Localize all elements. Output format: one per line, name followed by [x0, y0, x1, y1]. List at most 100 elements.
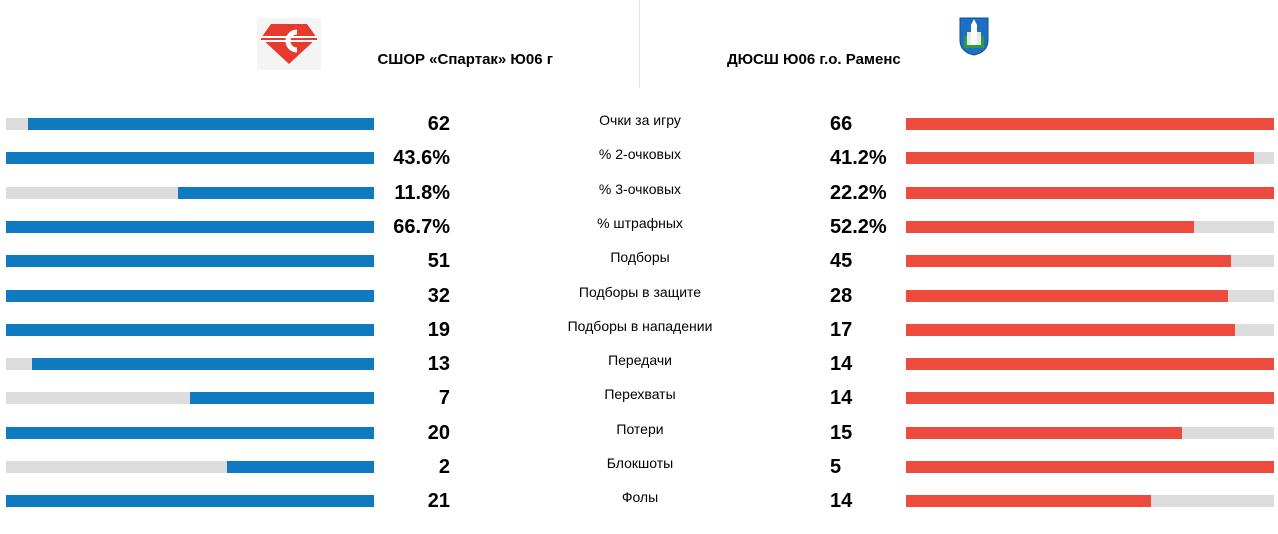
away-bar-track — [906, 255, 1274, 267]
away-stat-value: 17 — [830, 319, 853, 341]
stat-row: 43.6% % 2-очковых 41.2% — [0, 141, 1278, 175]
away-stat-value: 14 — [830, 490, 853, 512]
stat-row: 19 Подборы в нападении 17 — [0, 313, 1278, 347]
stat-label: Подборы в защите — [578, 284, 702, 300]
away-bar-fill — [906, 495, 1152, 507]
away-bar-fill — [906, 392, 1274, 404]
home-bar-fill — [178, 187, 374, 199]
home-bar-track — [6, 461, 374, 473]
home-stat-value: 20 — [427, 422, 450, 444]
stat-row: 20 Потери 15 — [0, 416, 1278, 450]
away-stat-value: 28 — [830, 285, 853, 307]
home-stat-value: 7 — [438, 387, 450, 409]
away-bar-fill — [906, 324, 1236, 336]
home-bar-track — [6, 358, 374, 370]
match-header: СШОР «Спартак» Ю06 г ДЮСШ Ю06 г.о. Рамен… — [0, 0, 1278, 90]
stat-row: 51 Подборы 45 — [0, 244, 1278, 278]
away-bar-track — [906, 324, 1274, 336]
stat-label: Потери — [616, 421, 664, 437]
away-bar-track — [906, 152, 1274, 164]
home-bar-fill — [32, 358, 374, 370]
home-stat-value: 51 — [427, 250, 450, 272]
stat-row: 66.7% % штрафных 52.2% — [0, 210, 1278, 244]
away-stat-value: 66 — [830, 113, 853, 135]
away-bar-track — [906, 358, 1274, 370]
home-bar-fill — [6, 255, 374, 267]
stat-label: % штрафных — [597, 215, 683, 231]
ramenskoye-coat-of-arms-icon — [958, 16, 990, 56]
home-bar-track — [6, 221, 374, 233]
home-bar-track — [6, 495, 374, 507]
stat-label: Передачи — [608, 352, 672, 368]
away-stat-value: 14 — [830, 353, 853, 375]
away-bar-fill — [906, 152, 1254, 164]
stat-label: Подборы — [610, 249, 670, 265]
home-stat-value: 66.7% — [393, 216, 450, 238]
away-bar-track — [906, 118, 1274, 130]
away-bar-fill — [906, 290, 1228, 302]
home-bar-track — [6, 290, 374, 302]
home-bar-track — [6, 324, 374, 336]
away-stat-value: 15 — [830, 422, 853, 444]
home-bar-fill — [28, 118, 374, 130]
home-bar-track — [6, 152, 374, 164]
stat-row: 2 Блокшоты 5 — [0, 450, 1278, 484]
home-bar-fill — [6, 221, 374, 233]
stat-row: 13 Передачи 14 — [0, 347, 1278, 381]
home-stat-value: 13 — [427, 353, 450, 375]
stat-row: 21 Фолы 14 — [0, 484, 1278, 518]
home-bar-fill — [226, 461, 374, 473]
home-bar-fill — [6, 290, 374, 302]
away-bar-track — [906, 427, 1274, 439]
home-stat-value: 43.6% — [393, 147, 450, 169]
stat-label: Фолы — [621, 489, 659, 505]
away-bar-track — [906, 392, 1274, 404]
away-bar-track — [906, 495, 1274, 507]
home-bar-track — [6, 392, 374, 404]
stat-label: Блокшоты — [606, 455, 674, 471]
away-team-name: ДЮСШ Ю06 г.о. Раменс — [727, 51, 901, 68]
away-stat-value: 52.2% — [830, 216, 887, 238]
home-stat-value: 2 — [438, 456, 450, 478]
home-bar-track — [6, 427, 374, 439]
home-bar-track — [6, 255, 374, 267]
stat-row: 32 Подборы в защите 28 — [0, 279, 1278, 313]
away-bar-track — [906, 461, 1274, 473]
home-stat-value: 62 — [427, 113, 450, 135]
home-bar-fill — [190, 392, 374, 404]
stat-row: 11.8% % 3-очковых 22.2% — [0, 176, 1278, 210]
away-bar-fill — [906, 427, 1182, 439]
away-bar-track — [906, 290, 1274, 302]
home-stat-value: 11.8% — [394, 182, 450, 204]
home-bar-track — [6, 187, 374, 199]
header-divider — [639, 0, 640, 88]
stat-row: 62 Очки за игру 66 — [0, 107, 1278, 141]
spartak-logo-icon — [257, 18, 321, 70]
stat-label: % 3-очковых — [598, 181, 682, 197]
stat-label: Очки за игру — [599, 112, 681, 128]
away-bar-track — [906, 221, 1274, 233]
away-bar-fill — [906, 358, 1274, 370]
home-stat-value: 19 — [427, 319, 450, 341]
stat-row: 7 Перехваты 14 — [0, 381, 1278, 415]
home-bar-fill — [6, 427, 374, 439]
stat-label: Перехваты — [604, 386, 676, 402]
away-bar-track — [906, 187, 1274, 199]
away-stat-value: 41.2% — [830, 147, 887, 169]
away-bar-fill — [906, 221, 1195, 233]
home-stat-value: 32 — [427, 285, 450, 307]
home-bar-track — [6, 118, 374, 130]
away-stat-value: 22.2% — [830, 182, 887, 204]
home-bar-fill — [6, 324, 374, 336]
away-bar-fill — [906, 255, 1231, 267]
away-bar-fill — [906, 461, 1274, 473]
away-stat-value: 5 — [830, 456, 842, 478]
home-bar-fill — [6, 495, 374, 507]
home-stat-value: 21 — [427, 490, 450, 512]
away-stat-value: 45 — [830, 250, 853, 272]
away-bar-fill — [906, 118, 1274, 130]
away-stat-value: 14 — [830, 387, 853, 409]
away-bar-fill — [906, 187, 1274, 199]
home-bar-fill — [6, 152, 374, 164]
stat-label: % 2-очковых — [598, 146, 682, 162]
